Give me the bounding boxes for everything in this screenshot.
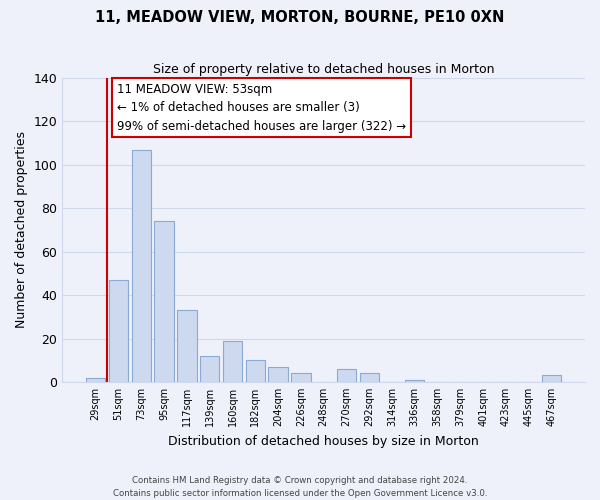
Bar [337,369,356,382]
Bar [109,280,128,382]
Bar [245,360,265,382]
Bar [223,340,242,382]
Bar [154,222,174,382]
Title: Size of property relative to detached houses in Morton: Size of property relative to detached ho… [153,62,494,76]
X-axis label: Distribution of detached houses by size in Morton: Distribution of detached houses by size … [168,434,479,448]
Y-axis label: Number of detached properties: Number of detached properties [15,132,28,328]
Bar [200,356,220,382]
Bar [86,378,106,382]
Bar [405,380,424,382]
Text: 11 MEADOW VIEW: 53sqm
← 1% of detached houses are smaller (3)
99% of semi-detach: 11 MEADOW VIEW: 53sqm ← 1% of detached h… [117,82,406,132]
Bar [359,373,379,382]
Bar [131,150,151,382]
Text: Contains HM Land Registry data © Crown copyright and database right 2024.
Contai: Contains HM Land Registry data © Crown c… [113,476,487,498]
Bar [177,310,197,382]
Bar [291,373,311,382]
Bar [268,366,288,382]
Text: 11, MEADOW VIEW, MORTON, BOURNE, PE10 0XN: 11, MEADOW VIEW, MORTON, BOURNE, PE10 0X… [95,10,505,25]
Bar [542,376,561,382]
